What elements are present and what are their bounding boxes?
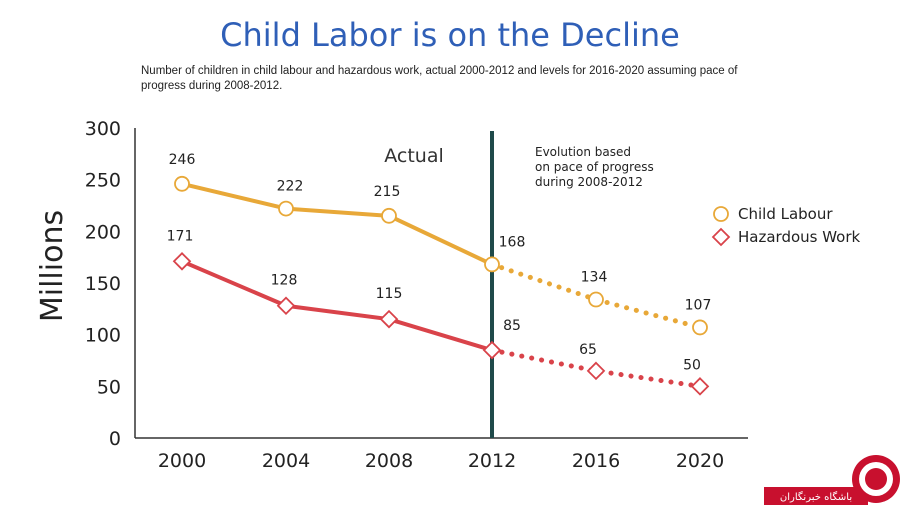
y-axis-title: Millions — [35, 210, 70, 322]
legend-marker-child-labour — [713, 206, 729, 222]
hazardous-work-data-label: 85 — [503, 318, 521, 334]
hazardous-work-point — [482, 340, 502, 360]
hazardous-work-point — [586, 361, 606, 381]
legend-label-hazardous-work: Hazardous Work — [738, 228, 861, 246]
hazardous-work-data-label: 128 — [271, 273, 298, 289]
legend: Child Labour Hazardous Work — [711, 205, 861, 247]
child-labour-point — [381, 207, 397, 224]
chart-subtitle: Number of children in child labour and h… — [141, 65, 738, 92]
x-tick-label: 2004 — [262, 450, 310, 472]
x-tick-label: 2008 — [365, 450, 413, 472]
chart-title: Child Labor is on the Decline — [220, 16, 680, 54]
annotation-projection-line: Evolution based — [535, 145, 631, 159]
series-markers — [172, 175, 710, 396]
annotation-projection-line: on pace of progress — [535, 160, 654, 174]
child-labour-point — [484, 256, 500, 273]
hazardous-work-point — [276, 296, 296, 316]
child-labour-data-label: 215 — [374, 184, 401, 200]
hazardous-work-data-label: 50 — [683, 357, 701, 373]
x-tick-label: 2000 — [158, 450, 206, 472]
y-tick-label: 200 — [85, 221, 121, 243]
y-tick-label: 300 — [85, 118, 121, 140]
child-labour-line-actual — [181, 181, 493, 267]
hazardous-work-data-label: 171 — [167, 228, 194, 244]
legend-label-child-labour: Child Labour — [738, 205, 833, 223]
hazardous-work-point — [690, 377, 710, 396]
hazardous-work-data-label: 115 — [376, 286, 403, 302]
hazardous-work-line-actual — [181, 259, 493, 353]
watermark-text: باشگاه خبرنگاران — [780, 491, 852, 503]
tick-labels: 0 50 100 150 200 250 300 2000 2004 2008 2012 2016 20… — [35, 118, 724, 472]
legend-marker-hazardous-work — [711, 227, 731, 247]
child-labour-data-label: 222 — [277, 179, 304, 195]
x-tick-label: 2020 — [676, 450, 724, 472]
hazardous-work-data-label: 65 — [579, 342, 597, 358]
data-labels: 246 222 215 168 134 107 171 128 115 85 65 50 — [167, 152, 712, 374]
child-labour-point — [588, 291, 604, 308]
y-tick-label: 50 — [97, 376, 121, 398]
child-labour-point — [174, 175, 190, 192]
child-labour-point — [692, 319, 708, 336]
child-labour-data-label: 246 — [169, 152, 196, 168]
child-labour-data-label: 168 — [499, 234, 526, 250]
x-tick-label: 2016 — [572, 450, 620, 472]
annotation-projection-line: during 2008-2012 — [535, 175, 643, 189]
series-lines — [181, 181, 703, 389]
child-labour-point — [278, 200, 294, 217]
hazardous-work-point — [379, 309, 399, 329]
y-tick-label: 0 — [109, 428, 121, 450]
hazardous-work-point — [172, 252, 192, 271]
y-tick-label: 100 — [85, 325, 121, 347]
axes — [134, 128, 748, 439]
x-tick-label: 2012 — [468, 450, 516, 472]
y-tick-label: 250 — [85, 170, 121, 192]
y-tick-label: 150 — [85, 273, 121, 295]
child-labour-data-label: 134 — [581, 270, 608, 286]
watermark-logo: باشگاه خبرنگاران — [764, 453, 900, 507]
annotation-actual: Actual — [384, 145, 444, 167]
child-labour-data-label: 107 — [685, 297, 712, 313]
